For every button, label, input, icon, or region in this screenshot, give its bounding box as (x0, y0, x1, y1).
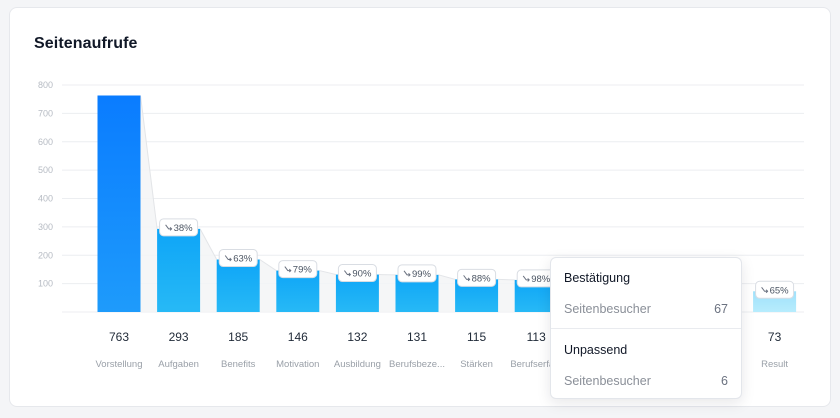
conversion-badge-box (278, 260, 318, 279)
conversion-badge-box (337, 264, 377, 283)
conversion-rate-label: 65% (770, 285, 790, 296)
bar-value-label: 73 (768, 330, 782, 344)
y-tick-label: 200 (38, 250, 53, 260)
conversion-badge: 38% (159, 218, 199, 237)
funnel-connector (498, 279, 515, 312)
y-tick-label: 400 (38, 194, 53, 204)
tooltip-value: 67 (714, 302, 728, 316)
trend-down-icon (761, 286, 768, 292)
tooltip-section-bestaetigung: Bestätigung Seitenbesucher 67 (551, 271, 741, 316)
y-tick-label: 600 (38, 137, 53, 147)
funnel-connector (259, 259, 277, 312)
bar-value-label: 115 (467, 330, 486, 344)
conversion-badge: 90% (337, 264, 377, 283)
funnel-edge (498, 278, 515, 281)
funnel-connector (200, 228, 217, 312)
conversion-badge-box (159, 218, 199, 237)
trend-down-arrowhead (467, 277, 471, 282)
card-title: Seitenaufrufe (34, 35, 138, 52)
conversion-rate-label: 38% (174, 223, 194, 234)
funnel-connector (140, 95, 158, 312)
bar-value-label: 185 (228, 330, 248, 344)
trend-down-icon (165, 224, 172, 230)
conversion-badge: 88% (457, 268, 497, 287)
trend-down-arrowhead (527, 278, 530, 282)
bar-value-label: 131 (407, 330, 427, 344)
funnel-edge (319, 270, 337, 276)
trend-down-icon (522, 275, 530, 281)
conversion-badge: 99% (397, 264, 437, 283)
category-label: Berufserfa... (510, 359, 562, 370)
trend-down-arrowhead (288, 268, 292, 273)
tooltip-label: Seitenbesucher (564, 302, 651, 316)
tooltip-divider (551, 328, 741, 329)
funnel-connector (319, 270, 336, 312)
conversion-rate-label: 88% (472, 273, 492, 284)
category-label: Vorstellung (95, 359, 142, 370)
funnel-connector (378, 274, 396, 312)
bar-value-label: 293 (169, 330, 189, 344)
y-tick-label: 700 (38, 108, 53, 118)
trend-down-icon (403, 270, 410, 276)
category-label: Benefits (221, 359, 256, 370)
bar[interactable] (97, 95, 141, 312)
tooltip-title: Bestätigung (564, 271, 631, 285)
conversion-badge-box (218, 249, 258, 268)
funnel-edge (199, 228, 218, 260)
trend-down-icon (284, 266, 291, 272)
tooltip-row: Seitenbesucher 6 (564, 374, 728, 388)
conversion-badge: 65% (755, 280, 795, 299)
bar[interactable] (157, 228, 201, 312)
category-label: Result (761, 359, 788, 370)
tooltip-title: Unpassend (564, 343, 628, 357)
bar-value-label: 763 (109, 330, 129, 344)
conversion-badge: 63% (218, 249, 258, 268)
tooltip-value: 6 (721, 374, 728, 388)
tooltip-section-unpassend: Unpassend Seitenbesucher 6 (551, 343, 741, 388)
y-tick-label: 100 (38, 279, 53, 289)
trend-down-arrowhead (765, 289, 769, 294)
conversion-rate-label: 98% (531, 274, 551, 285)
y-tick-label: 500 (38, 165, 53, 175)
trend-down-arrowhead (169, 227, 173, 231)
bar-value-label: 113 (527, 330, 546, 344)
y-tick-label: 300 (38, 222, 53, 232)
trend-down-icon (463, 275, 470, 280)
tooltip-label: Seitenbesucher (564, 374, 651, 388)
bar[interactable] (216, 259, 260, 312)
y-tick-label: 800 (38, 80, 53, 90)
funnel-edge (140, 95, 158, 229)
trend-down-arrowhead (348, 272, 352, 277)
conversion-rate-label: 90% (352, 269, 372, 280)
conversion-rate-label: 63% (233, 254, 253, 265)
bar-value-label: 146 (288, 330, 308, 344)
category-label: Stärken (460, 359, 493, 370)
conversion-badge-box (755, 280, 795, 299)
category-label: Motivation (276, 359, 319, 370)
tooltip-row: Seitenbesucher 67 (564, 302, 728, 316)
bar-value-label: 132 (347, 330, 367, 344)
category-label: Ausbildung (334, 359, 381, 370)
category-label: Aufgaben (158, 359, 199, 370)
trend-down-icon (224, 255, 232, 261)
conversion-rate-label: 99% (412, 269, 432, 280)
conversion-badge-box (397, 264, 437, 283)
funnel-edge (438, 274, 456, 280)
conversion-badge-box (457, 268, 497, 287)
category-label: Berufsbeze... (389, 359, 445, 370)
conversion-rate-label: 79% (293, 265, 313, 276)
tooltip: Bestätigung Seitenbesucher 67 Unpassend … (550, 257, 742, 399)
funnel-connector (438, 274, 456, 312)
trend-down-icon (344, 270, 351, 276)
trend-down-arrowhead (229, 257, 232, 262)
funnel-edge (259, 259, 277, 271)
conversion-badge: 79% (278, 260, 318, 279)
trend-down-arrowhead (408, 272, 411, 277)
